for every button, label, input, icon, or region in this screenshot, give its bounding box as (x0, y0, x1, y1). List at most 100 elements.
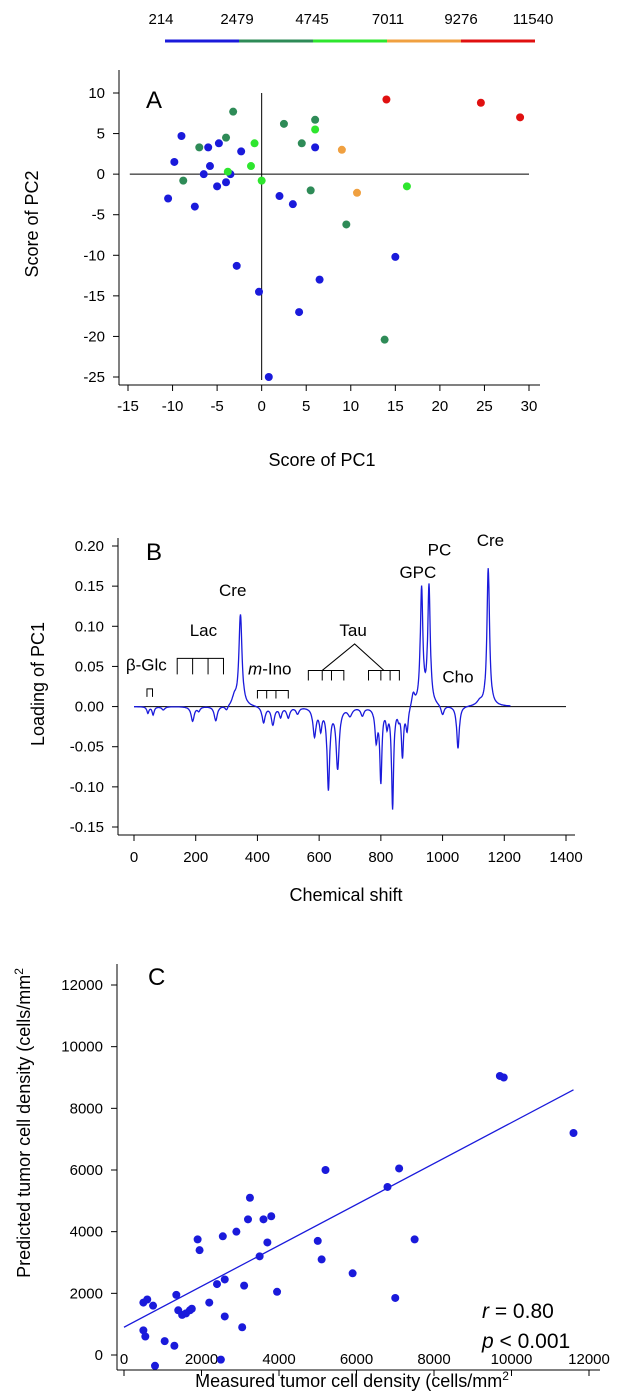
panel-c-point (187, 1304, 196, 1313)
panel-c-point (143, 1295, 152, 1304)
panel-a-x-tick-label: 25 (476, 398, 493, 415)
panel-b-y-tick-label: -0.10 (70, 779, 104, 796)
panel-a-point (205, 162, 214, 171)
panel-a-point (311, 115, 320, 124)
panel-a-point (204, 143, 213, 152)
panel-a-x-tick-label: 5 (302, 398, 310, 415)
panel-c-point (195, 1246, 204, 1255)
panel-a-point (257, 176, 266, 185)
panel-c-x-tick-label: 4000 (262, 1351, 295, 1368)
panel-a-point (275, 192, 284, 201)
panel-a-letter: A (146, 87, 162, 114)
panel-c-point (240, 1281, 249, 1290)
panel-b-x-tick-label: 1200 (488, 849, 521, 866)
panel-a-xlabel: Score of PC1 (268, 450, 375, 470)
panel-c-axes: 12000 10000 8000 6000 4000 2000 0 0 2000 4000 6000… (61, 964, 610, 1376)
panel-c-point (213, 1280, 221, 1289)
panel-b-peak-label: Tau (339, 621, 366, 640)
color-bar-label: 4745 (295, 11, 328, 28)
panel-c-point (395, 1164, 404, 1173)
panel-c-point (569, 1129, 578, 1137)
panel-c-x-tick-label: 10000 (491, 1351, 533, 1368)
lac-bracket (176, 657, 224, 675)
panel-c-point (273, 1287, 282, 1296)
panel-a-point (315, 275, 324, 284)
panel-b-xlabel: Chemical shift (289, 885, 402, 905)
panel-b-y-tick-label: -0.05 (70, 739, 104, 756)
panel-a-point (391, 252, 400, 261)
color-bar-label: 7011 (372, 11, 404, 28)
panel-b-peak-label: Cho (442, 667, 473, 686)
panel-b-axes: 0.20 0.15 0.10 0.05 0.00 -0.05 -0.10 -0.15 0 200 4… (70, 538, 583, 866)
panel-c-point (410, 1235, 419, 1244)
panel-c-point (220, 1275, 229, 1284)
panel-b-y-tick-label: -0.15 (70, 819, 104, 836)
panel-c-point (205, 1298, 214, 1307)
panel-a-x-tick-label: -5 (210, 398, 223, 415)
panel-c-point (245, 1193, 254, 1202)
panel-b-y-tick-label: 0.20 (75, 538, 104, 555)
color-bar-label: 9276 (444, 11, 477, 28)
panel-c-point (238, 1323, 247, 1332)
color-bar-labels: 214 2479 4745 7011 9276 11540 (148, 11, 553, 28)
panel-a-y-tick-label: -20 (83, 328, 105, 345)
panel-a-point (177, 132, 186, 141)
panel-b-x-tick-label: 0 (130, 849, 138, 866)
panel-c-y-tick-label: 0 (95, 1347, 103, 1364)
panel-c-stat-r: r = 0.80 (482, 1300, 554, 1323)
panel-a-point (311, 125, 320, 134)
panel-a-point (237, 147, 246, 156)
panel-b-y-tick-label: 0.15 (75, 578, 104, 595)
panel-c-ylabel: Predicted tumor cell density (cells/mm2 (12, 968, 34, 1278)
panel-c: C 12000 10000 8000 6000 4000 2000 0 0 2000 4000 60… (12, 964, 610, 1391)
panel-c-point (348, 1269, 357, 1278)
panel-c-point (244, 1215, 252, 1224)
panel-c-point (267, 1212, 276, 1221)
panel-b-loading-line (134, 568, 511, 810)
panel-b-x-tick-label: 800 (368, 849, 393, 866)
panel-a-point (402, 182, 411, 191)
panel-c-stat-p: p < 0.001 (481, 1330, 570, 1353)
panel-a-point (222, 133, 231, 142)
panel-c-point (160, 1337, 169, 1346)
panel-a-point (214, 139, 223, 148)
panel-c-point (317, 1255, 326, 1264)
panel-a-x-tick-label: -15 (117, 398, 139, 415)
color-bar-label: 11540 (513, 11, 554, 28)
panel-c-point (313, 1236, 322, 1245)
panel-c-x-tick-label: 12000 (568, 1351, 610, 1368)
panel-b-peak-label: β-Glc (126, 655, 167, 674)
panel-c-y-tick-label: 10000 (61, 1039, 103, 1056)
panel-a-y-tick-label: 0 (97, 166, 105, 183)
panel-a-point (195, 143, 204, 152)
panel-a-axes: 10 5 0 -5 -10 -15 -20 -25 -15 -10 -5 0 5 10 15 20 25 30 (83, 70, 540, 415)
panel-b-peak-label: m-Ino (248, 659, 291, 678)
panel-a-point (222, 178, 231, 187)
panel-c-points (139, 1071, 578, 1370)
panel-c-y-tick-label: 12000 (61, 977, 103, 994)
panel-b-y-tick-label: 0.00 (75, 699, 104, 716)
panel-c-point (321, 1166, 330, 1174)
panel-a-point (232, 261, 241, 270)
panel-a-y-tick-label: -5 (92, 207, 105, 224)
panel-a-point (380, 335, 389, 344)
panel-a-y-tick-label: 5 (97, 126, 105, 143)
panel-a-point (382, 95, 391, 104)
panel-a-point (337, 145, 346, 154)
panel-c-point (193, 1235, 202, 1244)
color-bar-label: 2479 (220, 11, 253, 28)
panel-a-point (288, 200, 297, 209)
panel-a-y-tick-label: -10 (83, 247, 105, 264)
panel-c-point (218, 1232, 227, 1241)
panel-c-point (141, 1332, 150, 1341)
panel-b-peak-label: PC (428, 541, 452, 560)
panel-c-y-tick-label: 4000 (70, 1224, 103, 1241)
panel-b: B 0.20 0.15 0.10 0.05 0.00 -0.05 -0.10 -0.15 0 20… (28, 531, 583, 905)
panel-c-point (232, 1227, 241, 1236)
panel-a-x-tick-label: 10 (342, 398, 359, 415)
panel-a-x-tick-label: 15 (387, 398, 404, 415)
color-bar-label: 214 (148, 11, 173, 28)
panel-a-point (353, 188, 362, 197)
panel-c-x-tick-label: 0 (120, 1351, 128, 1368)
panel-b-x-tick-label: 200 (183, 849, 208, 866)
